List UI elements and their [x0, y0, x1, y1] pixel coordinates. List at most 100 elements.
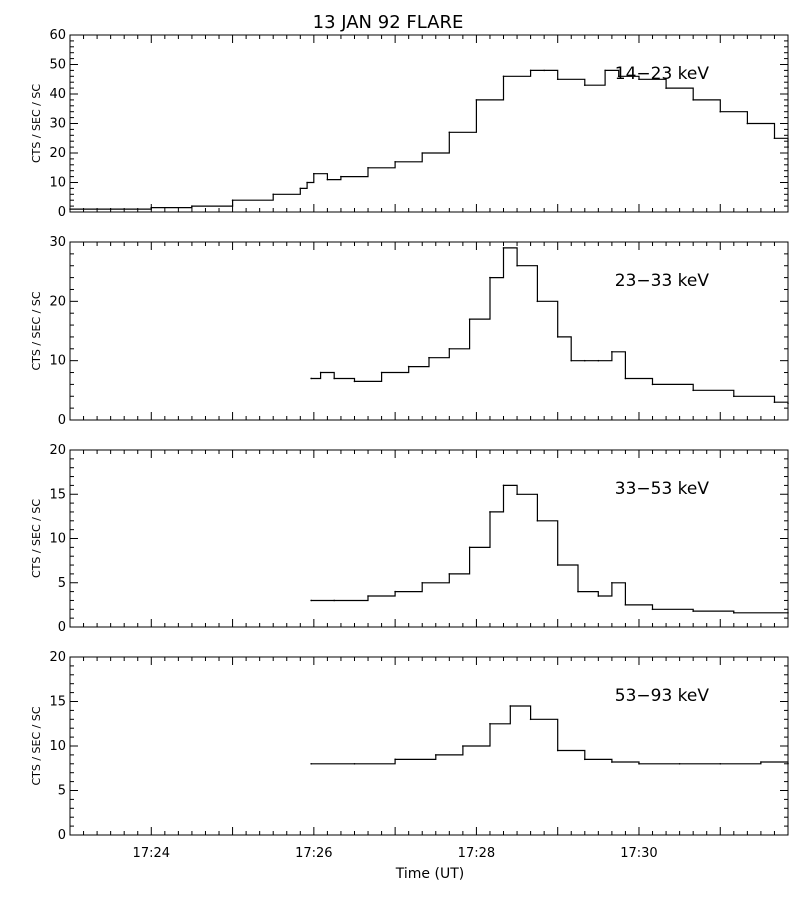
data-point: [556, 336, 559, 338]
data-point: [489, 276, 491, 279]
data-point: [692, 610, 694, 612]
y-tick-label: 30: [49, 235, 66, 250]
data-point: [733, 612, 735, 614]
data-point: [597, 359, 600, 362]
data-point: [556, 78, 559, 81]
y-tick-label: 0: [58, 205, 66, 220]
data-point: [313, 172, 315, 175]
data-point: [475, 99, 478, 101]
data-point: [380, 371, 383, 374]
y-tick-label: 0: [58, 620, 66, 635]
data-point: [577, 590, 579, 593]
data-point: [746, 122, 749, 125]
data-point: [468, 318, 471, 320]
data-point: [611, 350, 613, 353]
data-point: [394, 758, 396, 761]
y-tick-label: 5: [58, 784, 66, 799]
energy-band-label: 53−93 keV: [615, 686, 710, 706]
y-tick-label: 60: [49, 28, 66, 43]
data-point: [638, 763, 640, 765]
data-point: [326, 178, 329, 181]
data-point: [665, 87, 667, 89]
data-point: [340, 175, 342, 178]
data-point: [434, 754, 437, 756]
data-point: [773, 137, 776, 140]
y-tick-label: 10: [49, 176, 66, 191]
data-point: [448, 573, 451, 575]
data-point: [421, 581, 424, 584]
y-tick-label: 50: [49, 58, 66, 73]
plot-frame: [69, 241, 789, 421]
data-point: [536, 520, 539, 522]
data-point: [529, 69, 532, 72]
y-tick-label: 10: [49, 354, 66, 369]
energy-band-label: 23−33 keV: [615, 271, 710, 291]
y-axis-label: CTS / SEC / SC: [30, 84, 43, 163]
data-point: [536, 300, 539, 303]
data-point: [651, 608, 654, 611]
energy-band-label: 33−53 keV: [615, 479, 710, 499]
data-point: [692, 99, 694, 101]
data-point: [502, 247, 505, 249]
data-point: [692, 389, 694, 392]
energy-band-label: 14−23 keV: [615, 64, 710, 84]
data-point: [428, 356, 430, 359]
y-axis-label: CTS / SEC / SC: [30, 499, 43, 578]
data-point: [583, 359, 586, 362]
panel-3: 0 5 10 15 20 CTS / SEC / SC 33−53 keV: [30, 443, 789, 635]
y-tick-label: 20: [49, 443, 66, 458]
y-tick-label: 15: [49, 487, 66, 502]
data-point: [787, 763, 789, 765]
count-rate-series: [311, 705, 789, 765]
data-point: [617, 75, 620, 78]
data-point: [394, 161, 396, 163]
count-rate-series: [311, 247, 789, 404]
data-point: [760, 761, 762, 763]
data-point: [306, 181, 308, 184]
data-point: [150, 206, 153, 209]
data-point: [109, 208, 112, 210]
data-point: [773, 401, 776, 404]
data-point: [310, 377, 312, 380]
data-point: [556, 749, 559, 752]
data-point: [611, 761, 613, 763]
y-tick-label: 20: [49, 650, 66, 665]
y-tick-label: 10: [49, 532, 66, 547]
figure-title: 13 JAN 92 FLARE: [313, 12, 464, 33]
x-tick-label: 17:28: [458, 846, 495, 861]
data-point: [353, 763, 356, 765]
x-tick-label: 17:24: [133, 846, 170, 861]
count-rate-series: [70, 69, 789, 210]
data-point: [516, 264, 518, 267]
x-tick-label: 17:26: [295, 846, 332, 861]
data-point: [787, 612, 789, 614]
data-point: [604, 69, 606, 72]
data-point: [787, 402, 789, 405]
count-rate-series: [311, 484, 788, 614]
plot-frame: [69, 656, 789, 836]
data-point: [367, 595, 369, 597]
data-point: [583, 84, 586, 86]
data-point: [502, 484, 505, 487]
y-tick-label: 0: [58, 413, 66, 428]
data-point: [678, 763, 681, 765]
data-point: [556, 564, 559, 566]
data-point: [299, 187, 302, 190]
data-point: [448, 348, 451, 350]
data-point: [367, 166, 369, 169]
plot-frame: [69, 449, 789, 628]
data-point: [333, 599, 335, 602]
y-tick-label: 5: [58, 576, 66, 591]
data-point: [448, 131, 451, 134]
y-axis-label: CTS / SEC / SC: [30, 291, 43, 370]
data-point: [516, 493, 518, 496]
data-point: [651, 383, 654, 386]
data-point: [529, 718, 532, 721]
data-point: [310, 599, 312, 602]
data-point: [489, 511, 491, 513]
data-point: [489, 722, 491, 725]
y-axis-label: CTS / SEC / SC: [30, 706, 43, 785]
data-point: [611, 581, 613, 584]
